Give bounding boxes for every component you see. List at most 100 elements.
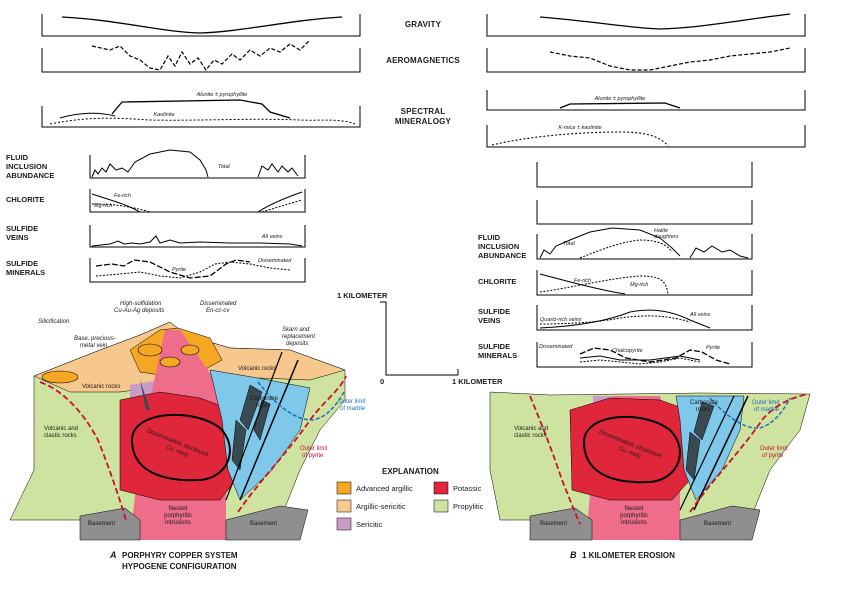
title-b-letter: B [570, 550, 577, 560]
left-fluid-label-3: ABUNDANCE [6, 171, 54, 180]
b-nested-3: intrusions [621, 520, 647, 526]
halite-label-1: Halite [654, 228, 668, 234]
quartz-rich-label: Quartz-rich veins [540, 317, 582, 323]
explanation-title: EXPLANATION [382, 467, 439, 476]
pyrite-right-label: Pyrite [706, 345, 720, 351]
right-sulfide-min-label-2: MINERALS [478, 351, 517, 360]
explanation-legend: EXPLANATION Advanced argillic Argillic-s… [336, 467, 484, 531]
a-carbonate-1: Carbonate [250, 396, 279, 402]
disseminated-left-label: Disseminated [258, 258, 292, 264]
b-carbonate-2: rocks [696, 407, 710, 413]
total-right-label: Total [563, 241, 576, 247]
b-marble-limit [709, 397, 791, 429]
a-base-2: metal vein [80, 343, 108, 349]
disseminated-right-label: Disseminated [539, 344, 573, 350]
legend-label-sericitic: Sericitic [356, 520, 383, 529]
halite-label-2: daughters [654, 234, 679, 240]
right-sulfide-veins-label-1: SULFIDE [478, 307, 510, 316]
b-volc-clastic-2: clastic rocks [514, 433, 547, 439]
a-pyrite-limit-1: Outer limit [300, 446, 328, 452]
right-fluid-label-1: FLUID [478, 233, 501, 242]
a-silicification: Silicification [38, 319, 70, 325]
title-a-line1: PORPHYRY COPPER SYSTEM [122, 551, 238, 560]
left-fluid-label-2: INCLUSION [6, 162, 47, 171]
gravity-label: GRAVITY [405, 20, 442, 29]
left-sulfide-veins-label-2: VEINS [6, 233, 29, 242]
cross-section-a: High-sulfidation Cu-Au-Ag deposits Disse… [9, 301, 366, 541]
a-volc-clastic-1: Volcanic and [44, 426, 78, 432]
a-volcanic: Volcanic rocks [82, 384, 120, 390]
chalcopyrite-label: Chalcopyrite [612, 348, 643, 354]
a-nested-2: porphyritic [164, 513, 192, 519]
legend-label-advanced-argillic: Advanced argillic [356, 484, 413, 493]
a-skarn-1: Skarn and [282, 327, 310, 333]
scale-vertical-label: 1 KILOMETER [337, 291, 388, 300]
b-basement-r: Basement [704, 521, 731, 527]
title-a-line2: HYPOGENE CONFIGURATION [122, 562, 237, 571]
scale-bar: 1 KILOMETER 0 1 KILOMETER [337, 291, 503, 386]
b-basement-l: Basement [540, 521, 567, 527]
a-marble-limit [257, 381, 345, 421]
mg-rich-right-label: Mg-rich [630, 282, 648, 288]
fe-rich-left-label: Fe-rich [114, 193, 131, 199]
legend-swatch-sericitic [336, 517, 352, 531]
right-fluid-label-2: INCLUSION [478, 242, 519, 251]
section-titles: A PORPHYRY COPPER SYSTEM HYPOGENE CONFIG… [109, 550, 675, 571]
legend-label-propylitic: Propylitic [453, 502, 484, 511]
left-sulfide-min-label-2: MINERALS [6, 268, 45, 277]
a-volc-clastic-2: clastic rocks [44, 433, 77, 439]
right-fluid-label-3: ABUNDANCE [478, 251, 526, 260]
b-volc-clastic-1: Volcanic and [514, 426, 548, 432]
left-chlorite-label: CHLORITE [6, 195, 44, 204]
a-basement-r: Basement [250, 521, 277, 527]
scale-horizontal-label: 1 KILOMETER [452, 377, 503, 386]
b-basement-right [679, 505, 761, 541]
fe-rich-right-label: Fe-rich [574, 278, 591, 284]
a-stockwork-outline [130, 413, 231, 482]
legend-swatch-argillic-sericitic [336, 499, 352, 513]
b-pyrite-limit-2: of pyrite [762, 453, 784, 459]
a-dissem-1: Disseminated [200, 301, 237, 307]
a-basement-right [225, 505, 309, 541]
all-veins-right-label: All veins [689, 312, 711, 318]
a-high-sulf-2: Cu-Au-Ag deposits [114, 308, 164, 314]
right-chlorite-label: CHLORITE [478, 277, 516, 286]
right-sulfide-veins-label-2: VEINS [478, 316, 501, 325]
right-sulfide-min-label-1: SULFIDE [478, 342, 510, 351]
a-pyrite-limit [39, 381, 127, 521]
title-b-line1: 1 KILOMETER EROSION [582, 551, 675, 560]
a-carbonate-2: rocks [256, 403, 270, 409]
b-marble-2: of marble [754, 407, 780, 413]
total-left-label: Total [218, 164, 231, 170]
a-skarn-3: deposits [286, 341, 308, 347]
alunite-right-label: Alunite ± pyrophyllite [594, 96, 646, 102]
a-base-1: Base, precious- [74, 336, 116, 342]
right-row-profiles: FLUID INCLUSION ABUNDANCE Total Halite d… [478, 162, 753, 368]
legend-swatch-potassic [433, 481, 449, 495]
a-marble-1: Outer limit [338, 399, 366, 405]
kmica-right-label: K-mica ± kaolinite [558, 125, 601, 131]
scale-zero: 0 [380, 377, 384, 386]
a-nested-3: intrusions [165, 520, 191, 526]
b-pyrite-limit [529, 395, 581, 525]
kaolinite-left-label: Kaolinite [153, 112, 174, 118]
legend-label-potassic: Potassic [453, 484, 482, 493]
legend-swatch-advanced-argillic [336, 481, 352, 495]
cross-section-b: Carbonate rocks Outer limit of marble Vo… [489, 391, 811, 541]
a-high-sulf-1: High-sulfidation [120, 301, 162, 307]
aeromagnetics-profiles: AEROMAGNETICS [41, 39, 806, 73]
b-marble-1: Outer limit [752, 400, 780, 406]
pyrite-left-label: Pyrite [172, 267, 186, 273]
a-basement-l: Basement [88, 521, 115, 527]
spectral-profiles: Alunite ± pyrophyllite Kaolinite Alunite… [41, 90, 806, 148]
left-row-profiles: FLUID INCLUSION ABUNDANCE Total CHLORITE… [6, 149, 306, 283]
b-pyrite-limit-1: Outer limit [760, 446, 788, 452]
left-sulfide-min-label-1: SULFIDE [6, 259, 38, 268]
all-veins-left-label: All veins [261, 234, 283, 240]
a-pyrite-limit-2: of pyrite [302, 453, 324, 459]
spectral-label-2: MINERALOGY [395, 117, 452, 126]
a-skarn-2: replacement [282, 334, 315, 340]
left-sulfide-veins-label-1: SULFIDE [6, 224, 38, 233]
left-fluid-label-1: FLUID [6, 153, 29, 162]
